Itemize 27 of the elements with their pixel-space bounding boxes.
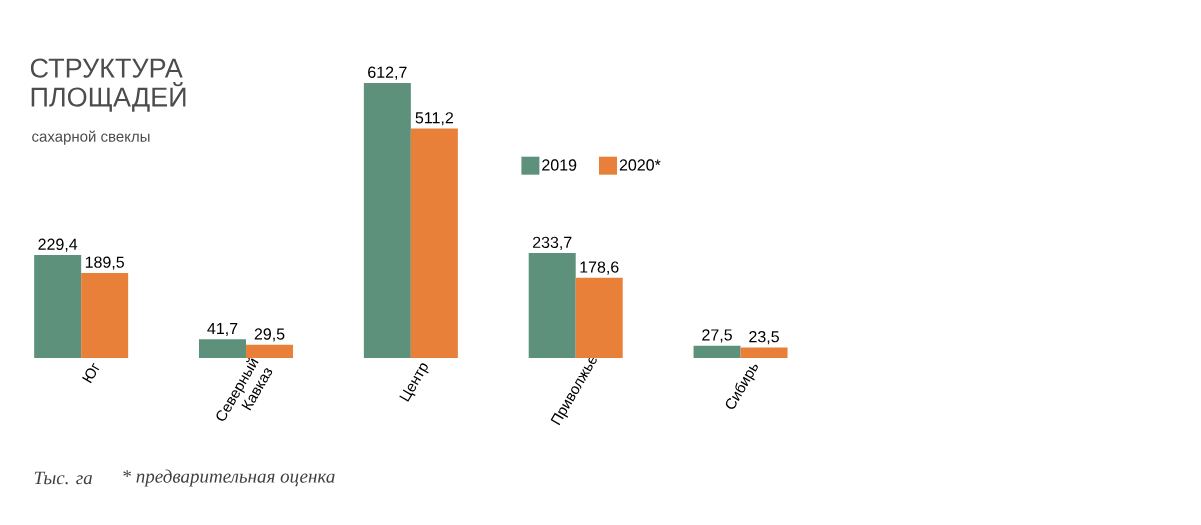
data-label: 41,7 — [207, 323, 238, 337]
bar — [740, 347, 788, 358]
text: сахарной свеклы — [32, 130, 150, 145]
bar — [528, 253, 576, 358]
legend-label: 2020* — [619, 159, 661, 171]
chart-title: СТРУКТУРА ПЛОЩАДЕЙ — [30, 58, 186, 112]
bar — [246, 344, 294, 358]
bar — [575, 277, 623, 358]
bar — [410, 128, 458, 358]
data-label: 233,7 — [532, 236, 572, 250]
bar — [199, 339, 247, 358]
data-label: 23,5 — [749, 331, 779, 345]
data-label: 29,5 — [254, 328, 285, 342]
data-label: 229,4 — [38, 238, 78, 252]
bar — [81, 272, 129, 358]
text: * предварительная оценка — [123, 469, 335, 487]
data-label: 27,5 — [702, 329, 732, 343]
text: Тыс. га — [34, 471, 92, 485]
data-label: 178,6 — [580, 261, 619, 275]
data-label: 612,7 — [368, 66, 407, 80]
x-tick-label: Юг — [82, 362, 100, 384]
data-label: 511,2 — [415, 112, 453, 126]
bar — [34, 255, 82, 358]
bar — [363, 82, 411, 358]
bar — [693, 345, 741, 358]
legend-label: 2019 — [542, 159, 577, 171]
data-label: 189,5 — [85, 256, 124, 270]
